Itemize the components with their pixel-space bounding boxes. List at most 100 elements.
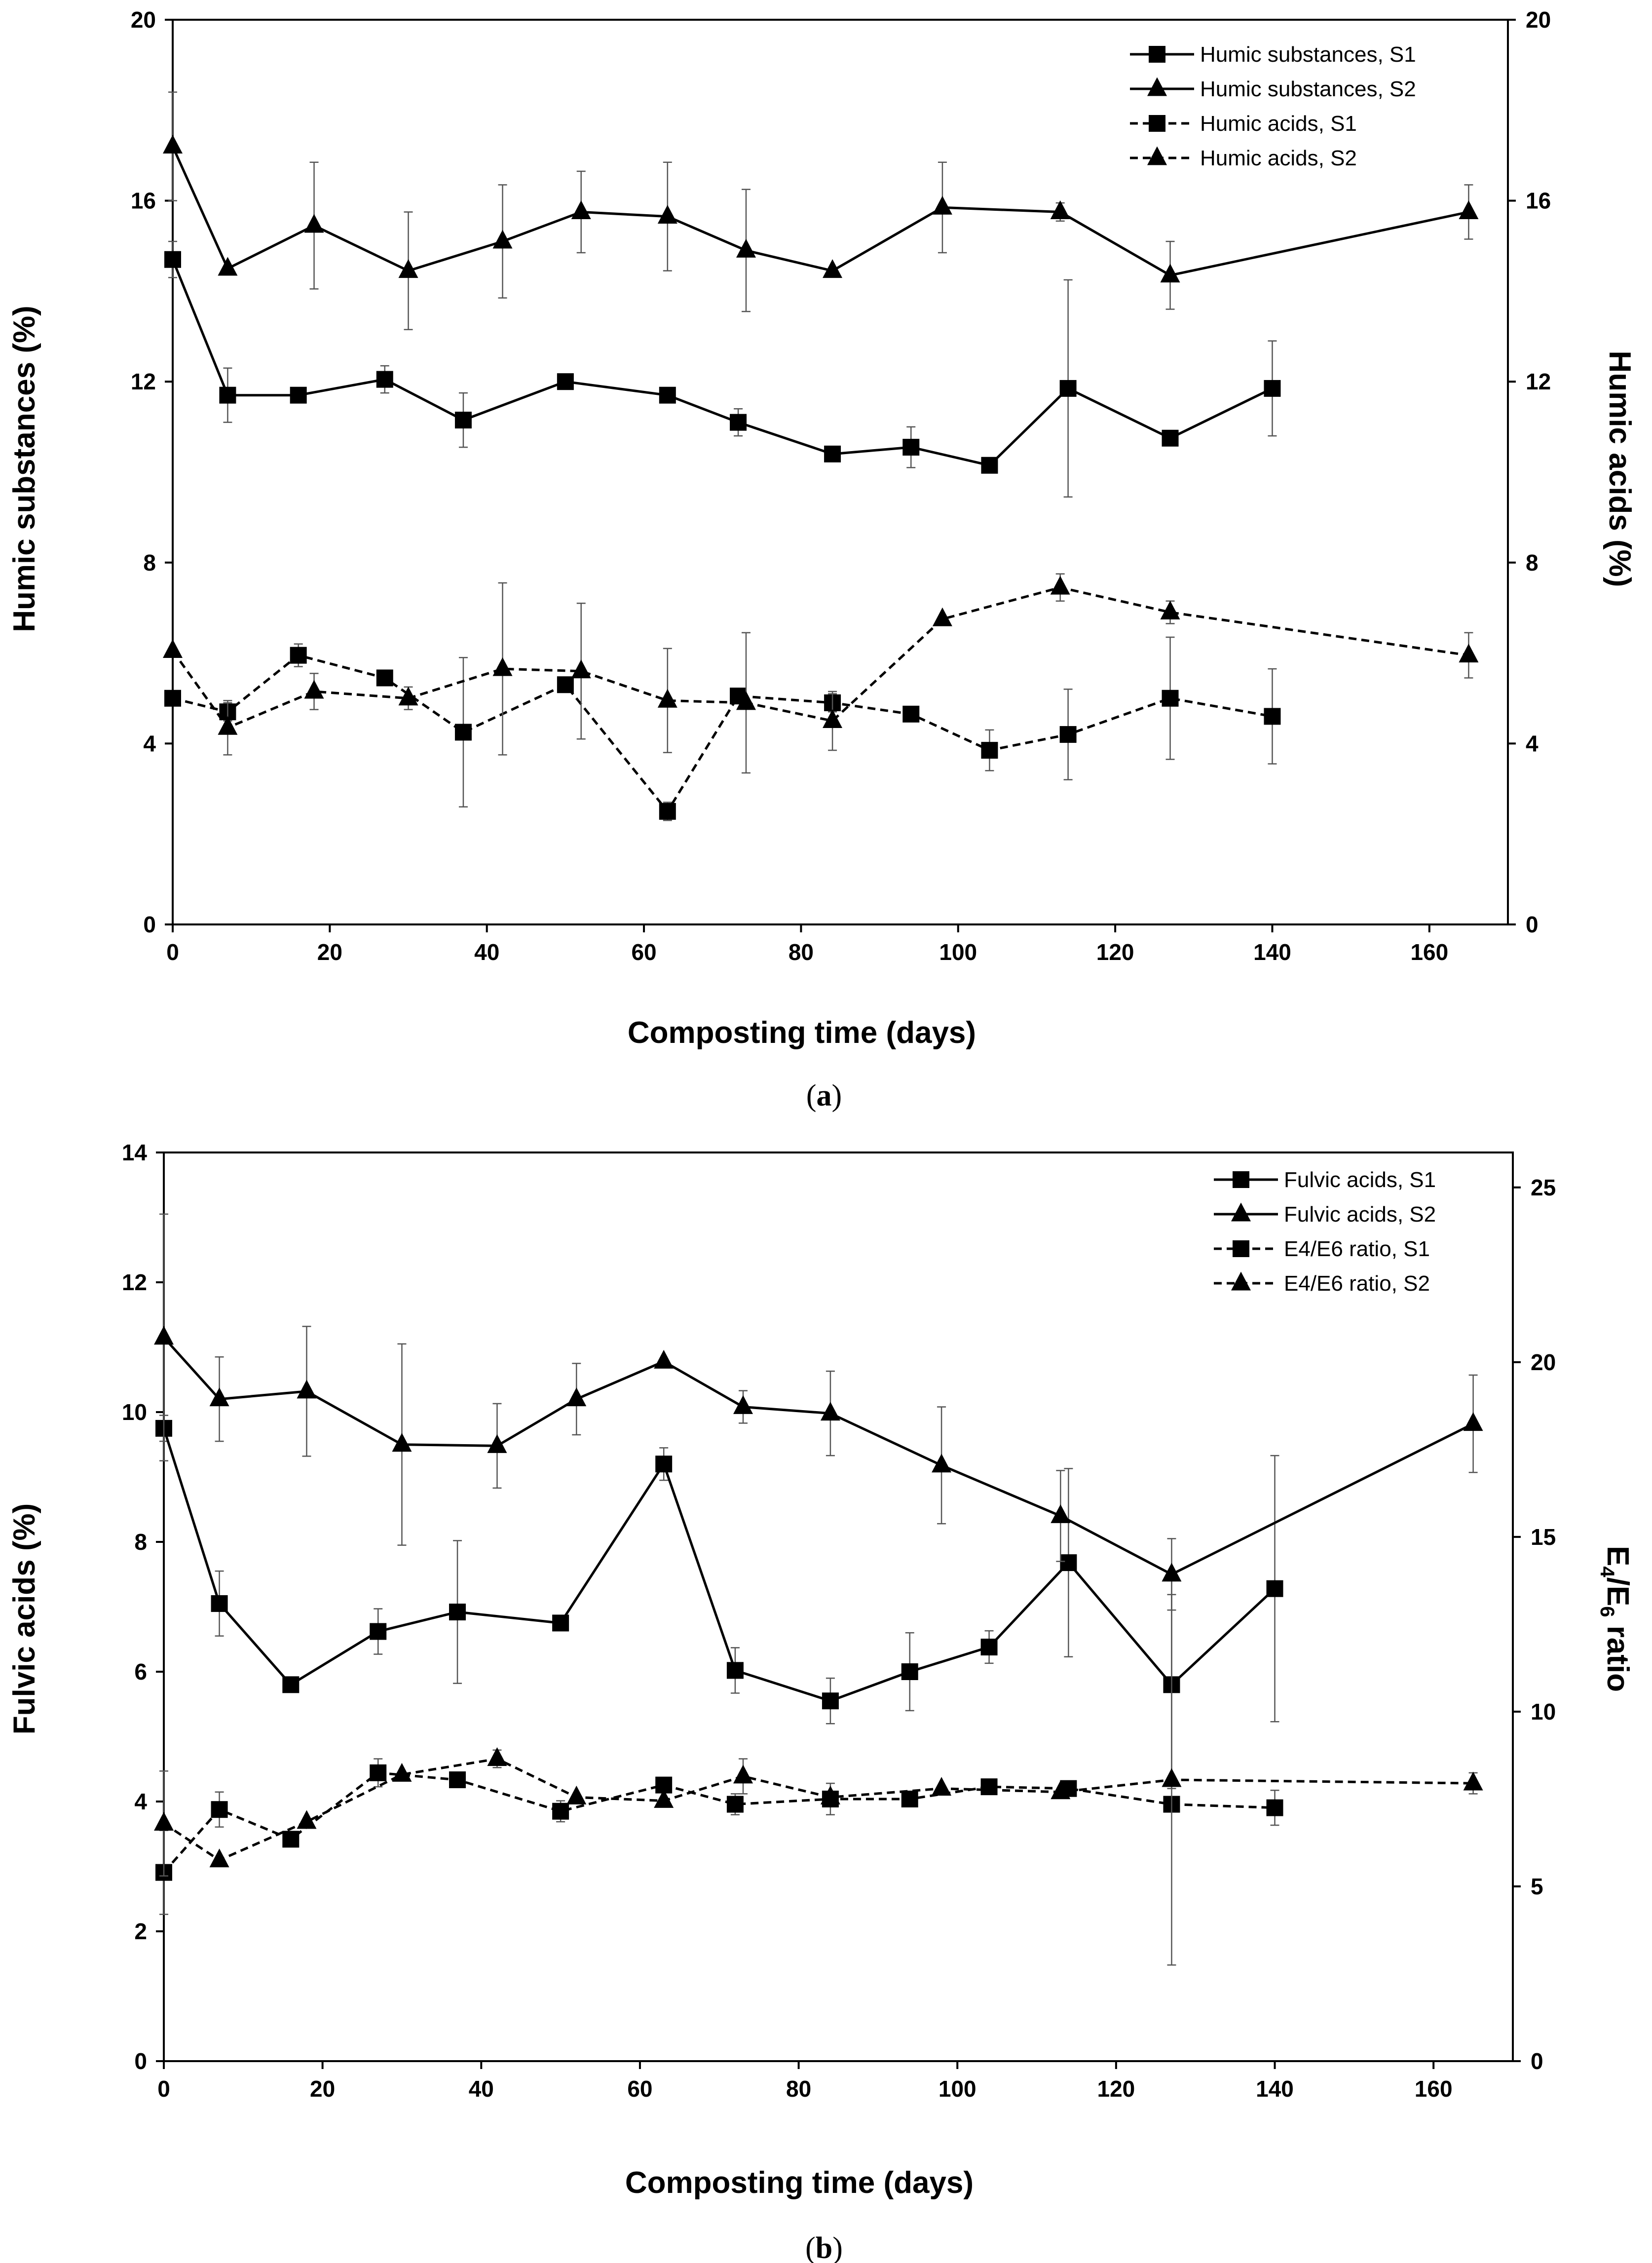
panel-a-series-2-point bbox=[571, 200, 591, 219]
panel-a-series-4-point bbox=[1050, 575, 1070, 595]
panel-a-legend-label-4: Humic acids, S2 bbox=[1200, 146, 1357, 170]
panel-a-series-1-point bbox=[1162, 429, 1179, 447]
panel-b-series-4-point bbox=[1463, 1771, 1483, 1791]
y2-title-sub2: 6 bbox=[1596, 1606, 1618, 1617]
panel-b-series-4-point bbox=[932, 1777, 952, 1796]
panel-b-label-letter: b bbox=[816, 2231, 832, 2263]
panel-b-series-2 bbox=[154, 1213, 1483, 1611]
panel-b-x-tick-label: 100 bbox=[939, 2076, 976, 2102]
panel-a-series-2-point bbox=[657, 205, 677, 224]
panel-a-label-letter: a bbox=[817, 1079, 832, 1112]
panel-b-series-3-point bbox=[370, 1764, 387, 1781]
panel-b-series-1-line bbox=[162, 1428, 1276, 1702]
panel-b-series-1-point bbox=[822, 1692, 839, 1710]
panel-a-legend-marker-2 bbox=[1147, 77, 1167, 96]
panel-b-y-tick-label: 10 bbox=[122, 1399, 147, 1425]
panel-b-series-4-point bbox=[654, 1789, 674, 1808]
panel-b-x-tick-label: 40 bbox=[469, 2076, 494, 2102]
panel-b-x-tick-label: 140 bbox=[1256, 2076, 1294, 2102]
panel-a-x-tick-label: 120 bbox=[1096, 939, 1134, 965]
panel-b-series-1-point bbox=[449, 1604, 466, 1621]
panel-b-series-1-point bbox=[655, 1456, 673, 1473]
panel-b-y2-tick-label: 25 bbox=[1531, 1175, 1556, 1200]
panel-a-legend: Humic substances, S1 Humic substances, S2… bbox=[1130, 42, 1416, 170]
panel-a-x-tick-label: 160 bbox=[1410, 939, 1448, 965]
panel-b-series-4-point bbox=[566, 1785, 587, 1804]
panel-b-series-4-point bbox=[487, 1747, 507, 1766]
panel-b-y2-tick-label: 20 bbox=[1531, 1349, 1556, 1375]
panel-b-series-3-point bbox=[1266, 1799, 1283, 1816]
panel-a-series-4-point bbox=[571, 659, 591, 679]
panel-a-y-tick-label: 20 bbox=[131, 7, 156, 33]
panel-b-y2-tick-label: 10 bbox=[1531, 1699, 1556, 1725]
panel-b-legend: Fulvic acids, S1 Fulvic acids, S2 E4/E6 ra… bbox=[1214, 1168, 1436, 1296]
y2-title-e: E bbox=[1601, 1546, 1635, 1566]
panel-b-series-3-point bbox=[726, 1796, 744, 1813]
panel-b-series-1-point bbox=[980, 1639, 998, 1656]
panel-a-series-1-point bbox=[981, 457, 998, 474]
panel-a-legend-label-1: Humic substances, S1 bbox=[1200, 42, 1416, 67]
panel-a-series-4-point bbox=[823, 709, 843, 729]
panel-b-series-2-point bbox=[154, 1326, 174, 1345]
panel-b-series-2-point bbox=[392, 1433, 412, 1452]
panel-b-series-1-point bbox=[370, 1623, 387, 1640]
panel-a-series-1-point bbox=[164, 251, 181, 268]
panel-b-y-tick-label: 6 bbox=[134, 1659, 147, 1685]
panel-a-series-3-point bbox=[1059, 726, 1077, 743]
panel-b-y-tick-label: 2 bbox=[134, 1918, 147, 1944]
panel-a-series-3-line bbox=[172, 654, 1273, 813]
panel-b-legend-label-2: Fulvic acids, S2 bbox=[1284, 1202, 1436, 1227]
panel-a-series-4-point bbox=[492, 657, 513, 676]
panel-a-series-1-point bbox=[376, 371, 393, 388]
panel-b-x-tick-label: 20 bbox=[310, 2076, 335, 2102]
panel-b-series-4-point bbox=[1051, 1780, 1071, 1800]
panel-a-y-tick-label: 16 bbox=[131, 188, 156, 214]
panel-b-y2-tick-label: 5 bbox=[1531, 1874, 1543, 1899]
panel-a-x-tick-label: 20 bbox=[317, 939, 342, 965]
panel-a-x-tick-label: 60 bbox=[631, 939, 656, 965]
panel-b-series-4 bbox=[154, 1594, 1483, 1966]
panel-b-series-2-point bbox=[1463, 1412, 1483, 1431]
panel-b-label: (b) bbox=[805, 2231, 843, 2263]
panel-b-series-2-point bbox=[654, 1349, 674, 1369]
panel-a-series-4-point bbox=[398, 687, 418, 706]
panel-b-series-1-point bbox=[1060, 1554, 1077, 1572]
panel-a-series-4-point bbox=[304, 680, 324, 699]
panel-a-y2-tick-label: 0 bbox=[1526, 912, 1539, 937]
panel-a-series-1-point bbox=[824, 445, 841, 462]
panel-a-legend-marker-4 bbox=[1147, 146, 1167, 165]
panel-a-series-3 bbox=[164, 636, 1281, 821]
panel-a-series-1-point bbox=[290, 386, 307, 404]
panel-b-legend-marker-2 bbox=[1231, 1202, 1251, 1222]
panel-a-series-4-point bbox=[1160, 601, 1180, 620]
panel-a-series-2-point bbox=[492, 230, 513, 249]
panel-a-series-3-point bbox=[902, 705, 920, 723]
panel-a-y2-tick-label: 16 bbox=[1526, 188, 1551, 214]
panel-a-x-tick-label: 140 bbox=[1253, 939, 1291, 965]
panel-a-series-1-point bbox=[659, 386, 676, 404]
panel-a-y2-tick-label: 4 bbox=[1526, 730, 1539, 756]
panel-a-x-tick-label: 0 bbox=[166, 939, 179, 965]
panel-a-series-3-point bbox=[290, 647, 307, 664]
panel-a-series-2-point bbox=[736, 238, 756, 258]
panel-b-legend-marker-1 bbox=[1233, 1171, 1249, 1188]
panel-b-legend-marker-3 bbox=[1233, 1240, 1249, 1257]
panel-a-y-tick-label: 4 bbox=[143, 730, 156, 756]
panel-a-y2-tick-label: 12 bbox=[1526, 369, 1551, 394]
panel-a-legend-marker-1 bbox=[1149, 46, 1165, 63]
panel-b-y-tick-label: 0 bbox=[134, 2048, 147, 2074]
panel-a-series-3-point bbox=[1162, 690, 1179, 707]
y2-title-rest: ratio bbox=[1601, 1617, 1635, 1692]
panel-a-y-tick-label: 12 bbox=[131, 369, 156, 394]
panel-a-x-tick-label: 100 bbox=[939, 939, 977, 965]
panel-b-x-tick-label: 120 bbox=[1097, 2076, 1135, 2102]
panel-b-plot-area: 0 20 40 60 80 100 120 140 1600246810121405101520… bbox=[122, 1140, 1556, 2102]
panel-b-legend-label-4: E4/E6 ratio, S2 bbox=[1284, 1271, 1430, 1296]
panel-a-series-3-point bbox=[557, 676, 574, 693]
panel-a-series-4 bbox=[163, 573, 1479, 774]
panel-a-series-3-point bbox=[981, 742, 998, 759]
panel-a-series-2-point bbox=[823, 259, 843, 278]
panel-b-y2-tick-label: 15 bbox=[1531, 1524, 1556, 1550]
panel-a-series-1-point bbox=[730, 414, 747, 431]
panel-b-x-tick-label: 60 bbox=[627, 2076, 652, 2102]
